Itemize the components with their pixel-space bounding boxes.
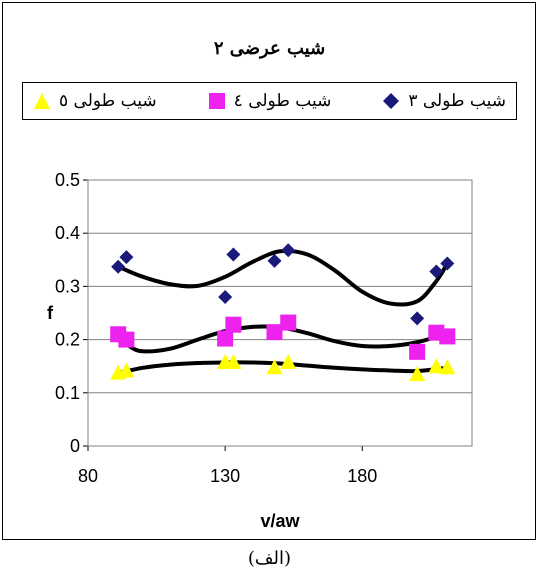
plot-area — [87, 179, 473, 447]
data-point-diamond — [226, 247, 241, 262]
data-point-diamond — [440, 256, 455, 271]
trendlines — [116, 248, 450, 376]
y-axis-title: f — [47, 303, 54, 323]
data-point-diamond — [119, 250, 134, 265]
legend-square-marker — [208, 93, 225, 109]
data-point-triangle — [118, 362, 135, 378]
data-point-square — [280, 314, 297, 331]
data-point-diamond — [218, 290, 233, 305]
legend-diamond-marker — [383, 93, 400, 109]
data-point-square — [217, 330, 234, 347]
data-point-triangle — [409, 366, 426, 382]
data-point-square — [225, 316, 242, 333]
legend-entry-series-2: شیب طولی ٤ — [208, 91, 332, 111]
data-point-diamond — [281, 243, 296, 258]
data-point-triangle — [280, 353, 297, 369]
data-point-square — [118, 331, 135, 348]
figure-caption: (الف) — [247, 548, 292, 569]
trendline-series-1 — [116, 248, 450, 307]
legend-entry-series-3: شیب طولی ٥ — [33, 91, 157, 111]
y-tick-label: 0.1 — [55, 383, 80, 403]
x-tick-label: 80 — [78, 466, 98, 486]
legend-entry-series-1: شیب طولی ٣ — [382, 91, 506, 111]
data-point-triangle — [225, 353, 242, 369]
legend-label: شیب طولی ٣ — [408, 91, 506, 111]
data-point-square — [266, 324, 283, 341]
x-tick-label: 130 — [210, 466, 240, 486]
data-point-triangle — [439, 359, 456, 375]
y-tick-label: 0.4 — [55, 223, 80, 243]
trendline-series-3 — [116, 360, 450, 376]
legend-triangle-marker — [34, 93, 50, 109]
legend-label: شیب طولی ٥ — [59, 91, 157, 111]
data-point-triangle — [266, 359, 283, 375]
data-point-diamond — [429, 264, 444, 279]
data-point-diamond — [267, 253, 282, 268]
y-tick-label: 0.3 — [55, 276, 80, 296]
x-tick-label: 180 — [347, 466, 377, 486]
y-tick-label: 0.5 — [55, 170, 80, 190]
tick-labels: 0 0.1 0.2 0.3 0.4 0.5 80 130 180 — [55, 170, 377, 486]
legend: شیب طولی ٣ شیب طولی ٤ شیب طولی ٥ — [22, 82, 517, 120]
legend-label: شیب طولی ٤ — [233, 91, 332, 111]
trendline-series-2 — [116, 324, 450, 354]
chart-frame — [2, 2, 536, 540]
data-point-square — [439, 328, 456, 345]
y-tick-label: 0.2 — [55, 330, 80, 350]
x-axis-title: v/aw — [260, 511, 300, 531]
y-tick-label: 0 — [70, 436, 80, 456]
data-point-diamond — [111, 259, 126, 274]
chart-svg: 0 0.1 0.2 0.3 0.4 0.5 80 130 180 v/aw f — [47, 170, 473, 531]
data-points — [110, 243, 456, 382]
chart-title: شیب عرضی ٢ — [213, 38, 326, 59]
data-point-diamond — [410, 311, 425, 326]
data-point-square — [409, 343, 426, 360]
data-point-triangle — [428, 358, 445, 374]
